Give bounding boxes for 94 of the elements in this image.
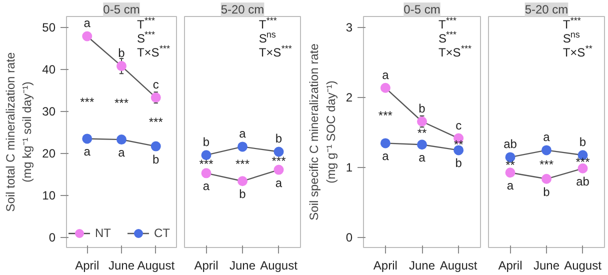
y-axis-title: Soil total C mineralization rate (mg kg⁻¹ soil day⁻¹)	[3, 52, 34, 212]
annotation: ***	[235, 156, 250, 171]
point	[542, 174, 552, 184]
point	[201, 150, 212, 160]
data-label: b	[543, 184, 550, 199]
x-tick-label: April	[498, 258, 522, 272]
x-tick-label: June	[408, 258, 436, 272]
data-label: a	[239, 126, 246, 141]
y-tick-label: 50	[42, 20, 56, 34]
annotation: ***	[199, 157, 214, 172]
data-label: a	[202, 179, 210, 194]
point	[274, 164, 284, 175]
chart-title: 5-20 cm	[524, 2, 568, 16]
legend-label: CT	[154, 226, 171, 240]
point	[417, 140, 427, 150]
chart-title: 0-5 cm	[103, 2, 140, 16]
point	[82, 31, 92, 42]
data-label: ab	[576, 174, 590, 188]
annotation: T***	[258, 16, 278, 32]
annotation: S***	[438, 29, 457, 46]
data-label: a	[84, 144, 91, 159]
data-label: b	[455, 156, 462, 170]
data-label: a	[275, 176, 282, 190]
point	[116, 134, 126, 145]
point	[578, 163, 588, 174]
annotation: ***	[272, 154, 286, 168]
y-tick-label: 1	[346, 160, 353, 174]
annotation: ***	[539, 158, 554, 172]
y-tick-label: 0	[346, 230, 353, 244]
annotation: T***	[562, 16, 582, 32]
x-tick-label: August	[440, 258, 478, 272]
annotation: T×S***	[136, 43, 170, 60]
data-label: b	[239, 187, 246, 202]
x-tick-label: June	[229, 258, 256, 272]
annotation: T×S***	[258, 43, 292, 60]
x-tick-label: April	[373, 258, 398, 272]
data-label: c	[152, 78, 159, 92]
annotation: ***	[114, 96, 129, 110]
annotation: ***	[378, 108, 393, 123]
annotation: ***	[148, 114, 164, 129]
x-tick-label: August	[564, 258, 602, 272]
annotation: S***	[136, 29, 156, 46]
point	[274, 146, 284, 157]
data-label: b	[152, 152, 160, 166]
data-label: b	[202, 135, 210, 150]
y-tick-label: 10	[42, 188, 56, 202]
annotation: T×S***	[438, 43, 472, 60]
chart-title: 5-20 cm	[220, 2, 264, 16]
y-axis-title: Soil specific C mineralization rate (mg g⁻¹ SOC day⁻¹)	[307, 43, 338, 220]
point	[380, 138, 390, 148]
y-tick-label: 0	[48, 230, 56, 244]
point	[82, 134, 92, 144]
y-tick-label: 20	[42, 146, 56, 160]
y-tick-label: 3	[346, 20, 353, 34]
x-tick-label: June	[533, 258, 560, 272]
point	[150, 92, 161, 103]
point	[116, 61, 126, 72]
data-label: a	[418, 150, 426, 165]
point	[201, 168, 212, 178]
annotation: **	[506, 158, 516, 172]
annotation: T***	[136, 16, 156, 32]
annotation: T***	[438, 16, 457, 32]
data-label: a	[382, 149, 390, 164]
point	[505, 168, 516, 178]
point	[380, 82, 390, 93]
x-tick-label: April	[75, 258, 100, 272]
data-label: b	[275, 132, 282, 146]
point	[150, 141, 161, 152]
annotation: ***	[80, 94, 94, 109]
chart-title: 0-5 cm	[404, 2, 440, 16]
x-tick-label: June	[108, 258, 135, 272]
point	[238, 142, 248, 152]
data-label: b	[579, 135, 586, 150]
annotation: T×S**	[562, 43, 593, 60]
data-label: ab	[504, 137, 518, 152]
data-label: a	[118, 146, 126, 160]
data-label: a	[506, 178, 514, 193]
data-label: b	[418, 102, 426, 116]
data-label: a	[543, 130, 550, 144]
annotation: **	[417, 126, 427, 140]
y-tick-label: 30	[42, 104, 56, 118]
x-tick-label: August	[137, 258, 176, 272]
data-label: a	[382, 68, 390, 82]
y-tick-label: 2	[346, 90, 353, 104]
data-label: c	[456, 118, 462, 132]
y-tick-label: 40	[42, 62, 56, 76]
legend-label: NT	[95, 226, 112, 240]
x-tick-label: August	[260, 258, 298, 272]
data-label: b	[118, 46, 126, 60]
data-label: a	[84, 16, 91, 30]
x-tick-label: April	[194, 258, 218, 272]
point	[238, 176, 248, 186]
annotation: ***	[576, 154, 590, 169]
point	[542, 145, 552, 156]
